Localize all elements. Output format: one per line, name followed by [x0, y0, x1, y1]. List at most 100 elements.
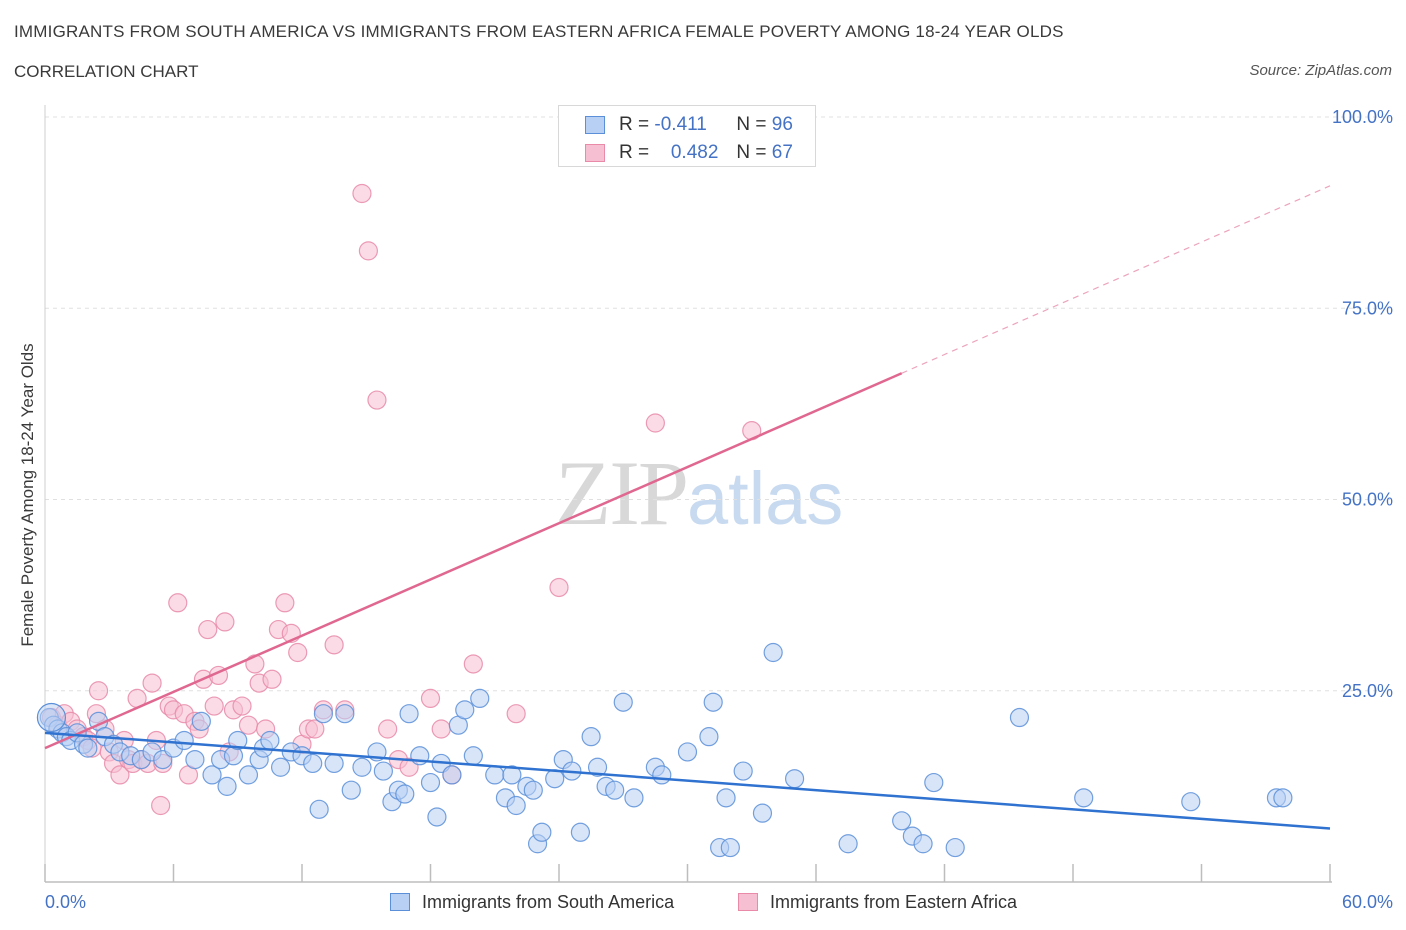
bottom-legend-label-south-america: Immigrants from South America [422, 891, 675, 912]
data-point-large [36, 702, 67, 733]
chart-subtitle: CORRELATION CHART [14, 62, 199, 81]
data-point [352, 757, 372, 777]
bottom-legend-swatch-eastern-africa [738, 893, 758, 911]
data-point [455, 700, 475, 720]
data-point [699, 727, 719, 747]
watermark-atlas: atlas [687, 457, 844, 540]
data-point [485, 765, 505, 785]
data-point [238, 715, 259, 735]
legend-r-value-eastern-africa: 0.482 [670, 142, 719, 163]
chart-title: IMMIGRANTS FROM SOUTH AMERICA VS IMMIGRA… [14, 22, 1064, 41]
y-tick-label: 75.0% [1342, 298, 1393, 318]
data-point [945, 837, 965, 858]
chart-source: Source: ZipAtlas.com [1249, 62, 1392, 79]
data-point [581, 727, 601, 747]
legend-r-label: R = [619, 142, 650, 163]
data-point [549, 577, 569, 598]
data-point [217, 776, 237, 796]
data-point [309, 799, 329, 819]
data-point [110, 765, 130, 785]
y-tick-label: 50.0% [1342, 490, 1393, 510]
trend-lines-front [44, 185, 1331, 830]
data-point [913, 834, 933, 854]
data-point [506, 704, 526, 724]
data-point [624, 788, 644, 808]
data-point [420, 688, 441, 709]
x-tick-label: 60.0% [1342, 892, 1393, 912]
data-point [892, 811, 912, 831]
data-point [605, 780, 625, 800]
data-point [1009, 707, 1030, 728]
data-point [924, 772, 944, 793]
data-point [288, 642, 308, 663]
legend-r-label: R = [619, 114, 650, 135]
legend-row-south-america: R = -0.411 N = 96 [585, 114, 793, 136]
data-point [232, 696, 252, 716]
legend-row-eastern-africa: R = 0.482 N = 67 [585, 142, 793, 164]
data-point [420, 772, 441, 793]
data-point [142, 673, 162, 693]
data-point [324, 635, 344, 655]
data-point [373, 761, 393, 781]
legend-swatch-eastern-africa [585, 144, 605, 162]
data-point [185, 749, 205, 770]
tick-labels: 25.0% 50.0% 75.0% 100.0% 0.0% 60.0% [45, 107, 1393, 912]
data-point [532, 822, 552, 842]
bottom-legend-south-america[interactable]: Immigrants from South America [390, 890, 674, 914]
data-point [506, 795, 526, 816]
data-point [313, 704, 334, 724]
data-point [1074, 788, 1094, 808]
data-point [202, 765, 222, 785]
data-point [720, 837, 740, 858]
legend-swatch-south-america [585, 116, 605, 134]
data-point [470, 688, 490, 709]
data-point [270, 757, 291, 777]
trend-line-south-america [44, 731, 1331, 830]
data-point [523, 780, 543, 800]
legend-n-label: N = [736, 142, 767, 163]
legend-r-value-south-america: -0.411 [654, 114, 707, 135]
y-tick-label: 100.0% [1332, 107, 1393, 127]
bottom-legend-eastern-africa[interactable]: Immigrants from Eastern Africa [738, 890, 1017, 914]
legend-n-value-eastern-africa: 67 [771, 142, 793, 163]
data-point [378, 719, 398, 739]
data-point [260, 730, 280, 751]
data-point [88, 681, 109, 701]
data-point [587, 757, 608, 777]
data-point [570, 822, 591, 842]
data-point [238, 765, 259, 785]
data-point [335, 704, 355, 724]
grid-lines [45, 116, 1390, 692]
data-point [191, 711, 211, 731]
data-point [168, 593, 188, 613]
bottom-legend-swatch-south-america [390, 893, 410, 911]
data-point [262, 669, 282, 689]
data-point [703, 692, 723, 712]
data-point [752, 803, 773, 823]
data-point [352, 183, 372, 204]
data-point [324, 753, 344, 774]
data-point [431, 719, 451, 739]
data-point [716, 788, 736, 808]
legend-n-value-south-america: 96 [771, 114, 793, 135]
data-point [1273, 788, 1293, 808]
trend-line-eastern-africa-extension [901, 185, 1331, 374]
data-point [151, 795, 171, 816]
watermark-zip: ZIP [555, 442, 689, 544]
bottom-legend-label-eastern-africa: Immigrants from Eastern Africa [770, 891, 1018, 912]
data-point [733, 761, 753, 781]
data-point [275, 593, 295, 613]
data-point [677, 742, 698, 762]
data-point [78, 738, 98, 758]
data-point [652, 765, 672, 785]
data-point [838, 834, 858, 854]
y-axis-label: Female Poverty Among 18-24 Year Olds [18, 343, 37, 647]
data-point [427, 807, 447, 827]
data-point [613, 692, 633, 712]
data-point [1181, 792, 1201, 812]
x-tick-label: 0.0% [45, 892, 86, 912]
data-point [341, 780, 361, 800]
data-point [399, 704, 419, 724]
axes [44, 105, 1332, 883]
